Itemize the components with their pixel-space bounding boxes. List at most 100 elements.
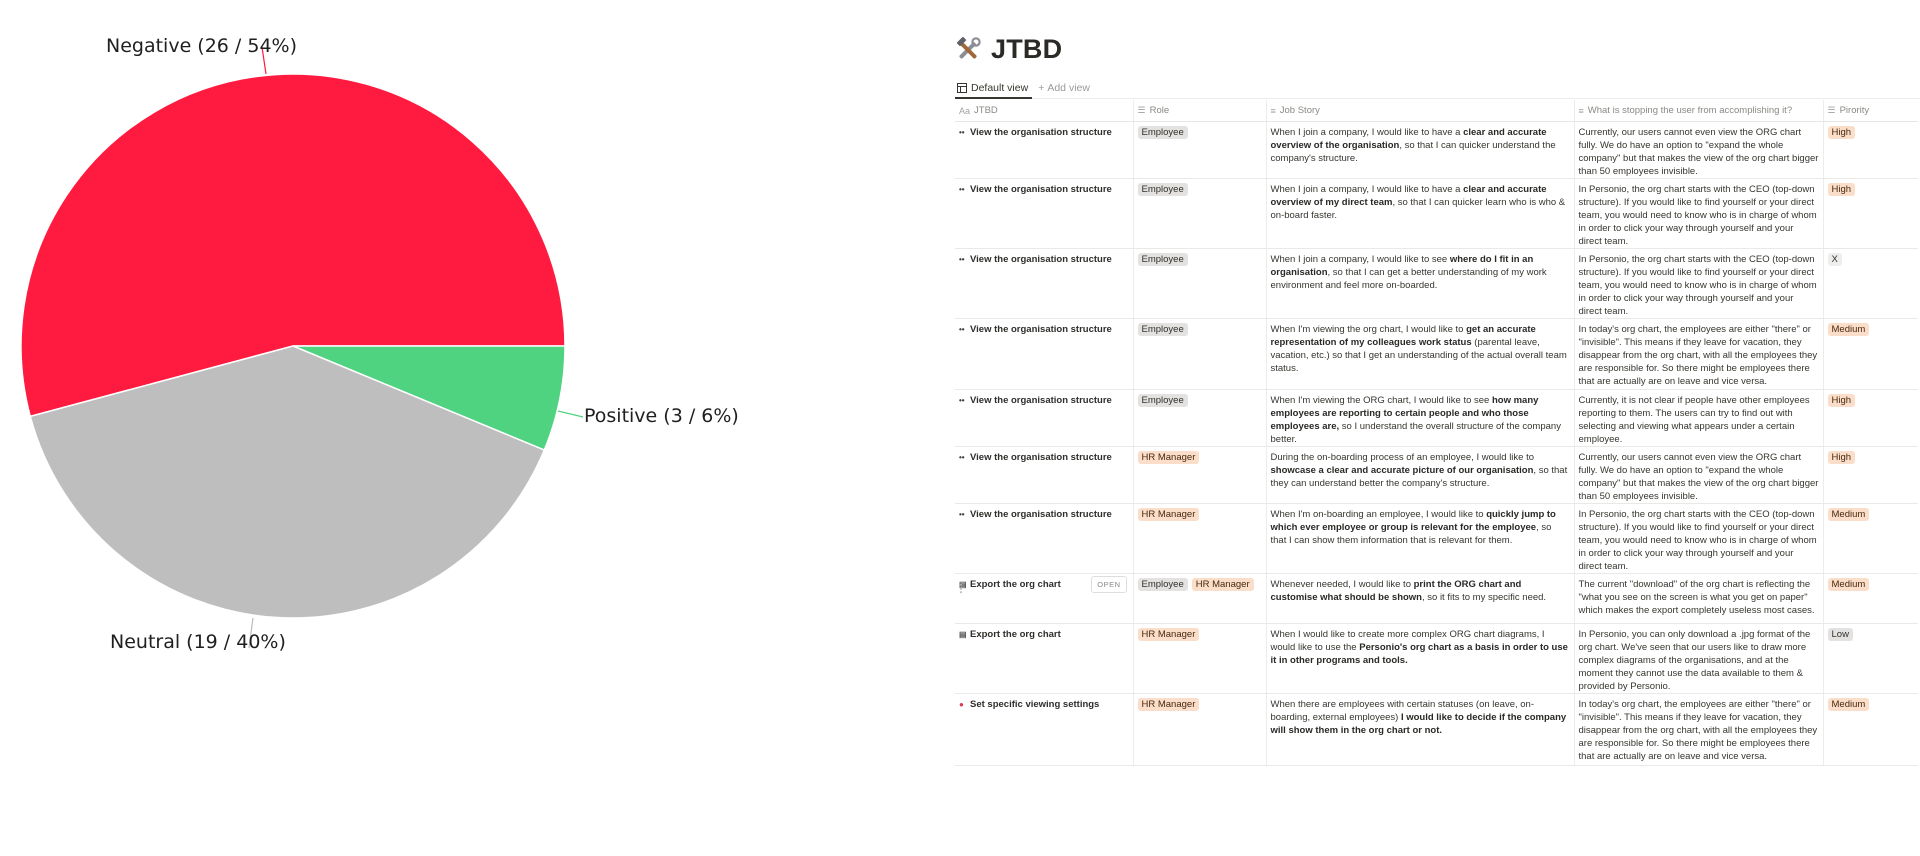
- table-row[interactable]: •• View the organisation structure HR Mana…: [955, 446, 1918, 504]
- blocker-text: In Personio, the org chart starts with t…: [1578, 254, 1817, 317]
- table-row[interactable]: •• View the organisation structure Employe…: [955, 389, 1918, 447]
- role-cell[interactable]: Employee: [1133, 248, 1267, 319]
- default-view-tab[interactable]: Default view: [955, 78, 1033, 99]
- jtbd-cell[interactable]: ▤Export the org chart+ ⋮⋮ OPEN: [955, 573, 1134, 624]
- table-row[interactable]: ▤ Export the org chart HR Manager When I wo…: [955, 623, 1918, 694]
- priority-tag: High: [1827, 394, 1856, 407]
- priority-cell[interactable]: High: [1823, 389, 1918, 447]
- priority-tag: Medium: [1827, 323, 1870, 336]
- priority-cell[interactable]: Medium: [1823, 573, 1918, 624]
- role-cell[interactable]: HR Manager: [1133, 623, 1267, 694]
- blocker-cell[interactable]: Currently, it is not clear if people hav…: [1574, 389, 1824, 447]
- job-story-cell[interactable]: When I join a company, I would like to h…: [1266, 178, 1575, 249]
- column-header-job-story[interactable]: ≡ Job Story: [1266, 100, 1575, 122]
- job-story-cell[interactable]: When I join a company, I would like to h…: [1266, 121, 1575, 179]
- jtbd-title-text: Export the org chart: [970, 579, 1061, 590]
- role-tag: Employee: [1137, 578, 1188, 591]
- job-story-cell[interactable]: When I would like to create more complex…: [1266, 623, 1575, 694]
- role-cell[interactable]: Employee HR Manager: [1133, 573, 1267, 624]
- title-property-icon: Aa: [959, 105, 971, 116]
- job-story-cell[interactable]: When there are employees with certain st…: [1266, 693, 1575, 766]
- job-story-cell[interactable]: Whenever needed, I would like to print t…: [1266, 573, 1575, 624]
- priority-cell[interactable]: Medium: [1823, 318, 1918, 390]
- slice-neutral: [29, 345, 546, 619]
- blocker-cell[interactable]: In Personio, the org chart starts with t…: [1574, 248, 1824, 319]
- blocker-text: In Personio, the org chart starts with t…: [1578, 509, 1817, 572]
- column-header-jtbd[interactable]: Aa JTBD: [955, 100, 1134, 122]
- priority-cell[interactable]: High: [1823, 178, 1918, 249]
- blocker-cell[interactable]: In today's org chart, the employees are …: [1574, 318, 1824, 390]
- table-row[interactable]: •• View the organisation structure HR Mana…: [955, 503, 1918, 574]
- jtbd-cell[interactable]: ▤ Export the org chart: [955, 623, 1134, 694]
- jtbd-title: •• View the organisation structure: [959, 183, 1129, 196]
- jtbd-title-text: View the organisation structure: [970, 254, 1112, 265]
- column-header-blocker[interactable]: ≡ What is stopping the user from accompli…: [1574, 100, 1824, 122]
- job-story-emphasis: clear and accurate overview of the organ…: [1270, 127, 1547, 151]
- job-story-text: , so that I can quicker understand the c…: [1270, 140, 1556, 164]
- priority-cell[interactable]: Medium: [1823, 693, 1918, 766]
- job-story-cell[interactable]: When I'm viewing the org chart, I would …: [1266, 318, 1575, 390]
- table-row[interactable]: •• View the organisation structure Employe…: [955, 121, 1918, 179]
- job-story-text: When I'm on-boarding an employee, I woul…: [1270, 509, 1487, 520]
- jtbd-title: •• View the organisation structure: [959, 394, 1129, 407]
- jtbd-cell[interactable]: •• View the organisation structure: [955, 178, 1134, 249]
- column-header-label: JTBD: [974, 105, 998, 116]
- column-header-priority[interactable]: ☰ Pirority: [1823, 100, 1918, 122]
- role-cell[interactable]: Employee: [1133, 389, 1267, 447]
- priority-cell[interactable]: Medium: [1823, 503, 1918, 574]
- role-cell[interactable]: Employee: [1133, 121, 1267, 179]
- multi-select-property-icon: ☰: [1137, 105, 1146, 115]
- priority-tag: Medium: [1827, 508, 1870, 521]
- slice-positive-leader-line: [557, 410, 584, 418]
- priority-cell[interactable]: Low: [1823, 623, 1918, 694]
- table-row[interactable]: •• View the organisation structure Employe…: [955, 248, 1918, 319]
- table-row[interactable]: •• View the organisation structure Employe…: [955, 178, 1918, 249]
- priority-cell[interactable]: High: [1823, 446, 1918, 504]
- jtbd-cell[interactable]: •• View the organisation structure: [955, 503, 1134, 574]
- role-cell[interactable]: HR Manager: [1133, 446, 1267, 504]
- priority-cell[interactable]: High: [1823, 121, 1918, 179]
- blocker-cell[interactable]: In today's org chart, the employees are …: [1574, 693, 1824, 766]
- jtbd-cell[interactable]: •• View the organisation structure: [955, 389, 1134, 447]
- blocker-cell[interactable]: In Personio, the org chart starts with t…: [1574, 178, 1824, 249]
- job-story-emphasis: how many employees are reporting to cert…: [1270, 395, 1539, 432]
- table-header-row: Aa JTBD ☰ Role ≡ Job Story ≡ What is stoppin…: [955, 100, 1918, 122]
- jtbd-title-text: View the organisation structure: [970, 509, 1112, 520]
- column-header-role[interactable]: ☰ Role: [1133, 100, 1267, 122]
- open-row-button[interactable]: OPEN: [1091, 576, 1127, 593]
- add-view-button[interactable]: + Add view: [1038, 78, 1090, 97]
- blocker-cell[interactable]: In Personio, you can only download a .jp…: [1574, 623, 1824, 694]
- role-cell[interactable]: HR Manager: [1133, 693, 1267, 766]
- table-row[interactable]: •• View the organisation structure Employe…: [955, 318, 1918, 390]
- jtbd-cell[interactable]: •• View the organisation structure: [955, 446, 1134, 504]
- select-property-icon: ☰: [1827, 105, 1836, 115]
- role-cell[interactable]: Employee: [1133, 178, 1267, 249]
- slice-neutral-label: Neutral (19 / 40%): [110, 631, 286, 653]
- blocker-cell[interactable]: The current "download" of the org chart …: [1574, 573, 1824, 624]
- job-story-cell[interactable]: When I'm viewing the ORG chart, I would …: [1266, 389, 1575, 447]
- job-story-cell[interactable]: During the on-boarding process of an emp…: [1266, 446, 1575, 504]
- jtbd-cell[interactable]: •• View the organisation structure: [955, 318, 1134, 390]
- eyes-icon: ••: [959, 128, 965, 137]
- job-story-text: Whenever needed, I would like to: [1270, 579, 1414, 590]
- role-cell[interactable]: HR Manager: [1133, 503, 1267, 574]
- job-story-text: , so that I can show them information th…: [1270, 522, 1552, 546]
- job-story-cell[interactable]: When I join a company, I would like to s…: [1266, 248, 1575, 319]
- role-cell[interactable]: Employee: [1133, 318, 1267, 390]
- priority-cell[interactable]: X: [1823, 248, 1918, 319]
- slice-negative-label: Negative (26 / 54%): [106, 35, 297, 57]
- blocker-cell[interactable]: Currently, our users cannot even view th…: [1574, 446, 1824, 504]
- role-tag: Employee: [1137, 126, 1188, 139]
- jtbd-cell[interactable]: •• View the organisation structure: [955, 121, 1134, 179]
- priority-tag: High: [1827, 126, 1856, 139]
- blocker-text: In today's org chart, the employees are …: [1578, 324, 1818, 387]
- drag-handle-icon[interactable]: + ⋮⋮: [955, 583, 969, 595]
- jtbd-cell[interactable]: ● Set specific viewing settings: [955, 693, 1134, 766]
- blocker-cell[interactable]: In Personio, the org chart starts with t…: [1574, 503, 1824, 574]
- table-row[interactable]: ▤Export the org chart+ ⋮⋮ OPEN EmployeeHR …: [955, 573, 1918, 624]
- job-story-text: so I understand the overall structure of…: [1270, 421, 1561, 445]
- job-story-cell[interactable]: When I'm on-boarding an employee, I woul…: [1266, 503, 1575, 574]
- table-row[interactable]: ● Set specific viewing settings HR Manager…: [955, 693, 1918, 766]
- jtbd-cell[interactable]: •• View the organisation structure: [955, 248, 1134, 319]
- blocker-cell[interactable]: Currently, our users cannot even view th…: [1574, 121, 1824, 179]
